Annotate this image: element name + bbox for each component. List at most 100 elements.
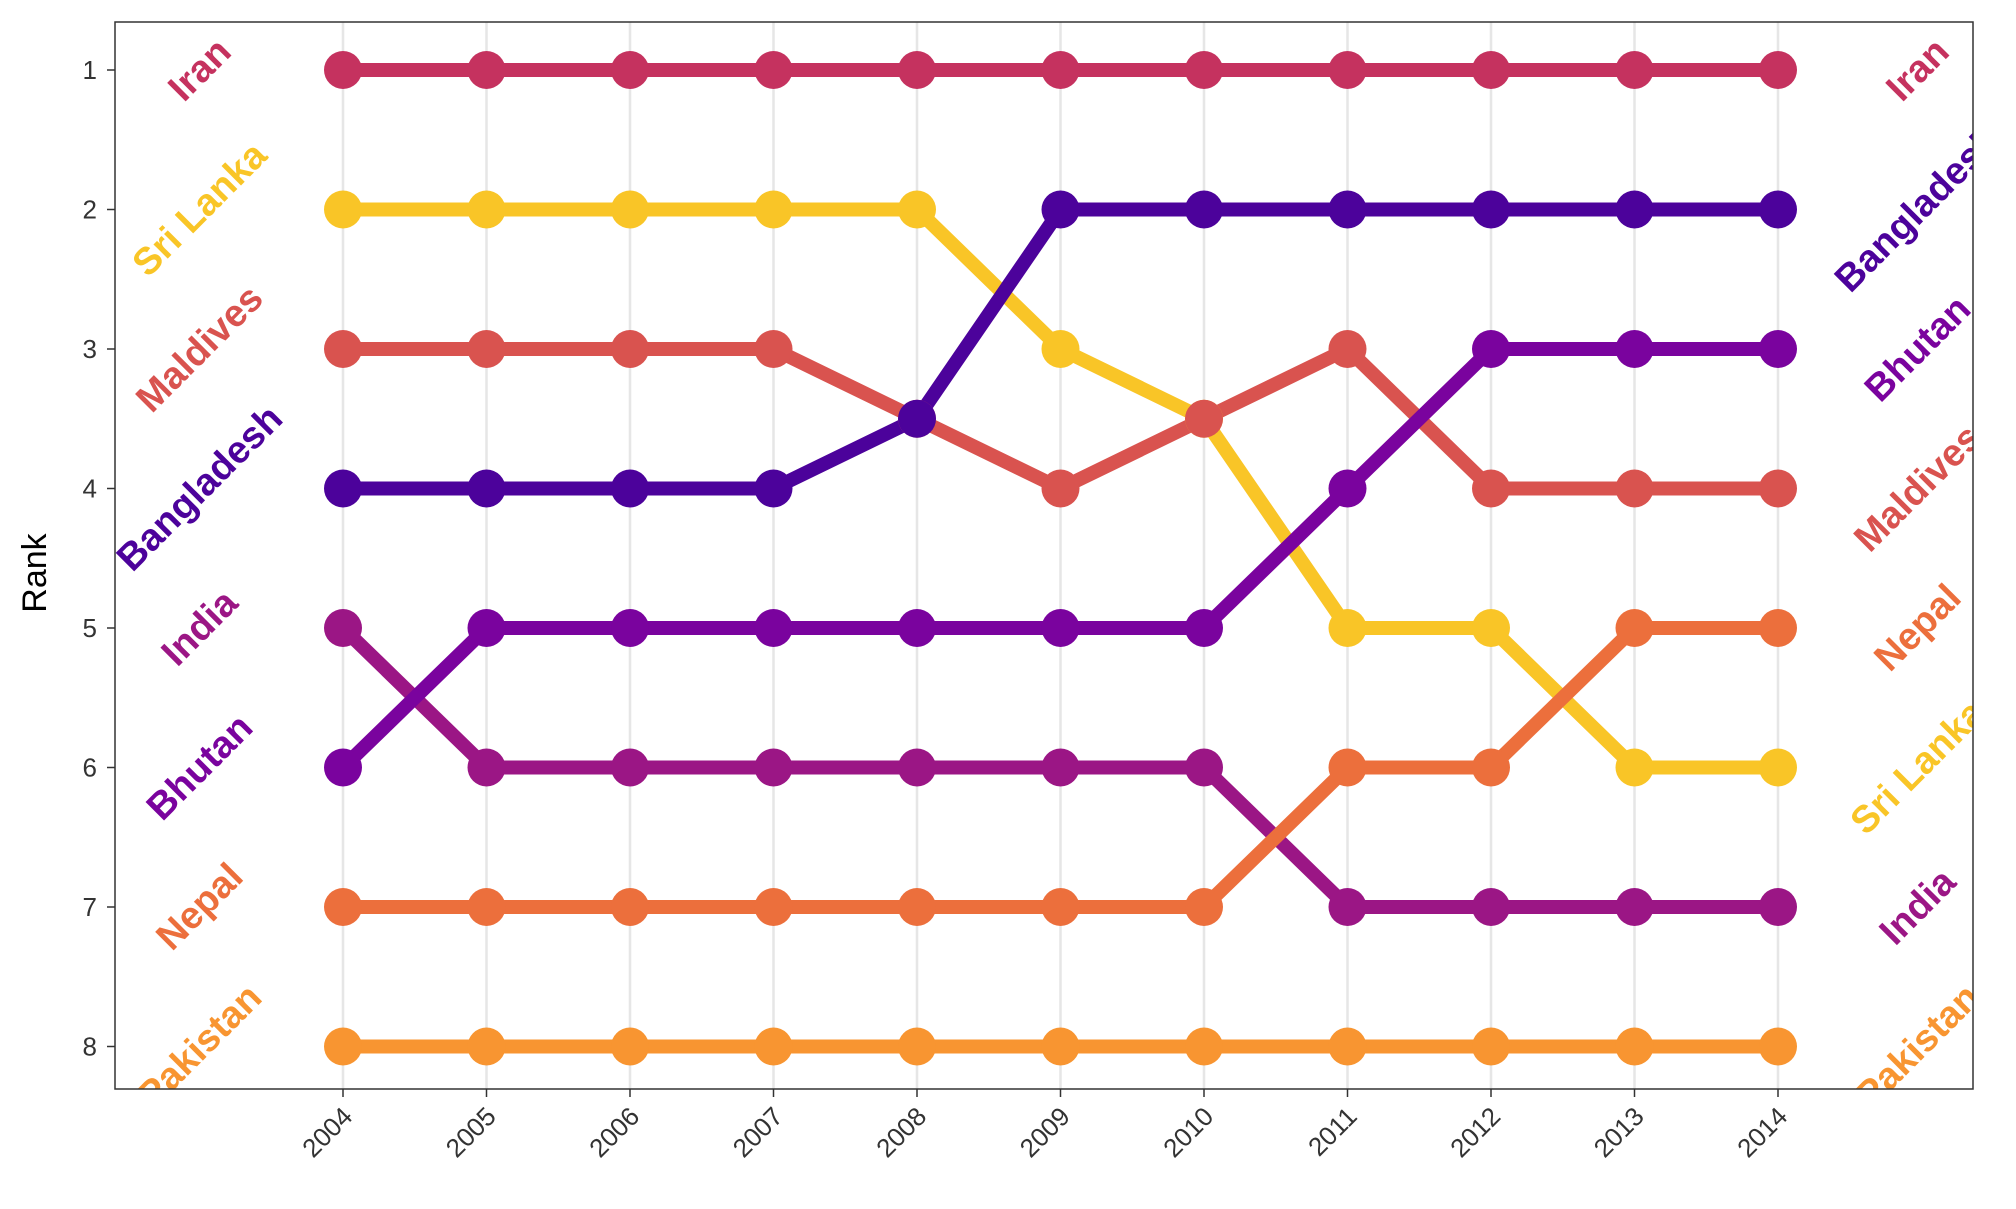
point-pakistan-2005 xyxy=(467,1027,506,1066)
point-bangladesh-2010 xyxy=(1185,190,1223,229)
point-bangladesh-2014 xyxy=(1759,190,1797,229)
point-sri-lanka-2014 xyxy=(1759,748,1797,787)
point-india-2010 xyxy=(1185,748,1223,787)
y-axis-title: Rank xyxy=(16,532,54,612)
point-bhutan-2014 xyxy=(1759,330,1797,368)
point-sri-lanka-2004 xyxy=(324,190,362,229)
point-sri-lanka-2008 xyxy=(898,190,936,229)
point-maldives-2010 xyxy=(1185,399,1223,438)
point-pakistan-2007 xyxy=(754,1027,793,1066)
x-tick-label-2010: 2010 xyxy=(1157,1101,1219,1163)
point-bangladesh-2008 xyxy=(898,399,936,438)
point-iran-2008 xyxy=(898,51,936,89)
point-sri-lanka-2005 xyxy=(467,190,506,229)
point-sri-lanka-2012 xyxy=(1472,609,1510,647)
point-bhutan-2009 xyxy=(1041,609,1080,647)
point-maldives-2004 xyxy=(324,330,362,368)
x-tick-label-2007: 2007 xyxy=(727,1101,789,1163)
point-nepal-2013 xyxy=(1615,609,1654,647)
point-sri-lanka-2011 xyxy=(1328,609,1367,647)
point-maldives-2014 xyxy=(1759,469,1797,508)
point-india-2009 xyxy=(1041,748,1080,787)
point-bangladesh-2005 xyxy=(467,469,506,508)
point-iran-2004 xyxy=(324,51,362,89)
point-iran-2013 xyxy=(1615,51,1654,89)
x-tick-label-2014: 2014 xyxy=(1731,1101,1793,1163)
y-tick-label-3: 3 xyxy=(83,334,97,364)
series-points xyxy=(324,51,1797,1066)
point-india-2007 xyxy=(754,748,793,787)
point-bangladesh-2006 xyxy=(611,469,649,508)
point-bhutan-2005 xyxy=(467,609,506,647)
point-nepal-2005 xyxy=(467,888,506,926)
y-tick-label-2: 2 xyxy=(83,195,97,225)
point-bangladesh-2009 xyxy=(1041,190,1080,229)
point-india-2012 xyxy=(1472,888,1510,926)
point-bhutan-2006 xyxy=(611,609,649,647)
point-nepal-2007 xyxy=(754,888,793,926)
point-nepal-2014 xyxy=(1759,609,1797,647)
x-tick-label-2005: 2005 xyxy=(440,1101,502,1163)
x-tick-label-2013: 2013 xyxy=(1588,1101,1650,1163)
point-iran-2009 xyxy=(1041,51,1080,89)
point-bangladesh-2013 xyxy=(1615,190,1654,229)
point-bhutan-2004 xyxy=(324,748,362,787)
point-bhutan-2013 xyxy=(1615,330,1654,368)
point-sri-lanka-2009 xyxy=(1041,330,1080,368)
point-india-2006 xyxy=(611,748,649,787)
point-bhutan-2012 xyxy=(1472,330,1510,368)
point-iran-2007 xyxy=(754,51,793,89)
point-india-2014 xyxy=(1759,888,1797,926)
y-tick-label-6: 6 xyxy=(83,753,97,783)
y-tick-label-5: 5 xyxy=(83,613,97,643)
point-bhutan-2007 xyxy=(754,609,793,647)
point-iran-2012 xyxy=(1472,51,1510,89)
point-india-2005 xyxy=(467,748,506,787)
point-india-2011 xyxy=(1328,888,1367,926)
point-bhutan-2010 xyxy=(1185,609,1223,647)
x-axis: 2004 2005 2006 2007 2008 2009 2010 2011 2012 2013… xyxy=(296,1089,1793,1163)
point-nepal-2006 xyxy=(611,888,649,926)
y-axis: 1 2 3 4 5 6 7 8 xyxy=(83,55,115,1062)
y-tick-label-4: 4 xyxy=(83,474,97,504)
point-maldives-2009 xyxy=(1041,469,1080,508)
point-pakistan-2013 xyxy=(1615,1027,1654,1066)
point-nepal-2010 xyxy=(1185,888,1223,926)
point-bhutan-2011 xyxy=(1328,469,1367,508)
point-iran-2010 xyxy=(1185,51,1223,89)
point-bhutan-2008 xyxy=(898,609,936,647)
point-india-2013 xyxy=(1615,888,1654,926)
point-iran-2011 xyxy=(1328,51,1367,89)
point-maldives-2005 xyxy=(467,330,506,368)
point-iran-2006 xyxy=(611,51,649,89)
point-maldives-2007 xyxy=(754,330,793,368)
point-pakistan-2004 xyxy=(324,1027,362,1066)
point-iran-2014 xyxy=(1759,51,1797,89)
y-tick-label-8: 8 xyxy=(83,1032,97,1062)
point-india-2004 xyxy=(324,609,362,647)
point-pakistan-2006 xyxy=(611,1027,649,1066)
point-bangladesh-2007 xyxy=(754,469,793,508)
panel-background xyxy=(115,22,1973,1089)
x-tick-label-2004: 2004 xyxy=(296,1101,358,1163)
point-sri-lanka-2013 xyxy=(1615,748,1654,787)
point-nepal-2009 xyxy=(1041,888,1080,926)
panel-border xyxy=(114,21,1974,1090)
point-pakistan-2012 xyxy=(1472,1027,1510,1066)
x-tick-label-2012: 2012 xyxy=(1444,1101,1506,1163)
point-nepal-2004 xyxy=(324,888,362,926)
point-bangladesh-2012 xyxy=(1472,190,1510,229)
x-tick-label-2009: 2009 xyxy=(1014,1101,1076,1163)
point-bangladesh-2004 xyxy=(324,469,362,508)
point-maldives-2006 xyxy=(611,330,649,368)
point-maldives-2012 xyxy=(1472,469,1510,508)
point-iran-2005 xyxy=(467,51,506,89)
point-nepal-2011 xyxy=(1328,748,1367,787)
point-maldives-2011 xyxy=(1328,330,1367,368)
point-sri-lanka-2006 xyxy=(611,190,649,229)
point-nepal-2008 xyxy=(898,888,936,926)
x-tick-label-2011: 2011 xyxy=(1302,1101,1363,1162)
x-tick-label-2006: 2006 xyxy=(583,1101,645,1163)
point-pakistan-2008 xyxy=(898,1027,936,1066)
